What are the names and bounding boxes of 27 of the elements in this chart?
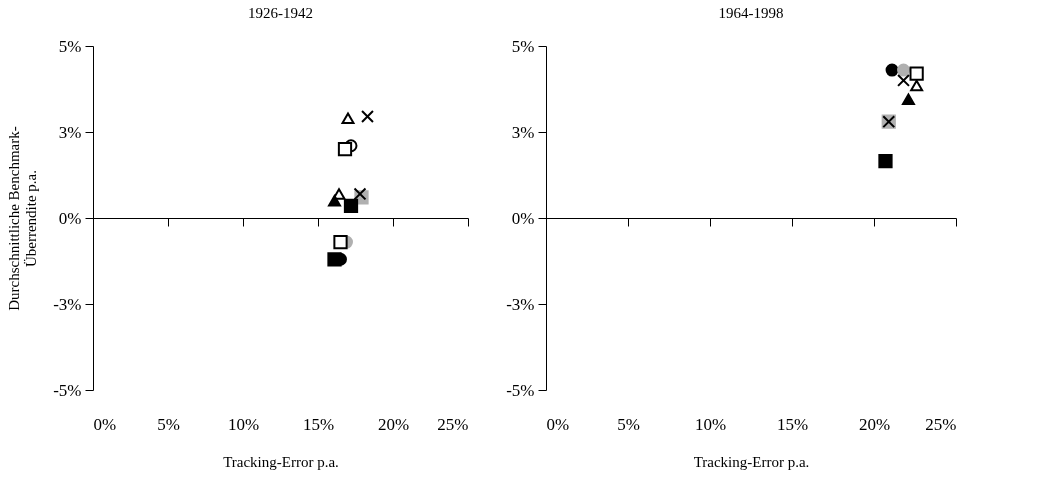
y-tick-label: 0% [58, 208, 82, 228]
x-tick-label: 5% [157, 414, 180, 434]
x-tick-label: 0% [93, 414, 117, 434]
x-tick-label: 10% [694, 414, 727, 434]
x-axis-title: Tracking-Error p.a. [223, 453, 339, 470]
chart-title: 1926-1942 [248, 5, 313, 21]
y-tick-label: 0% [511, 208, 535, 228]
x-tick-label: 20% [858, 414, 891, 434]
x-tick-label: 25% [925, 414, 957, 434]
y-axis-title: Durchschnittliche Benchmark-Überrendite p.a. [6, 126, 40, 311]
x-tick-label: 25% [437, 414, 469, 434]
y-tick-label: -3% [53, 294, 82, 314]
x-tick-label: 15% [776, 414, 809, 434]
x-tick-label: 5% [617, 414, 640, 434]
y-tick-label: 3% [58, 122, 82, 142]
y-tick-label: 5% [511, 36, 535, 56]
x-tick-label: 15% [302, 414, 335, 434]
chart-title: 1964-1998 [718, 5, 784, 21]
x-axis-title: Tracking-Error p.a. [693, 453, 810, 470]
x-tick-label: 0% [546, 414, 570, 434]
y-tick-label: -5% [506, 380, 535, 400]
y-tick-label: 5% [58, 36, 82, 56]
y-tick-label: -5% [53, 380, 82, 400]
y-tick-label: 3% [511, 122, 535, 142]
x-tick-label: 20% [377, 414, 410, 434]
x-tick-label: 10% [227, 414, 260, 434]
y-tick-label: -3% [506, 294, 535, 314]
